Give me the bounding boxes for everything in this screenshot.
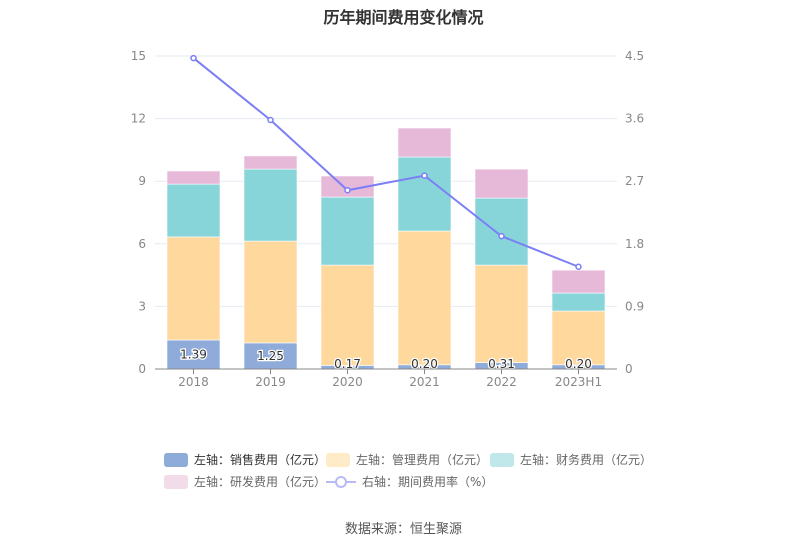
bar-data-label: 0.31 [488, 357, 515, 371]
bar-segment [243, 168, 298, 242]
line-marker-icon [326, 475, 356, 488]
x-axis-tick-label: 2019 [255, 375, 286, 389]
chart-title: 历年期间费用变化情况 [323, 8, 484, 27]
legend-item-expense-rate[interactable]: 右轴：期间费用率（%） [326, 473, 493, 490]
legend-item-rnd[interactable]: 左轴：研发费用（亿元） [164, 473, 326, 490]
right-axis-tick-label: 4.5 [625, 49, 644, 63]
left-axis-tick-label: 9 [138, 174, 146, 188]
right-axis-tick-label: 3.6 [625, 112, 644, 126]
bar-segment [320, 175, 375, 198]
bar-segment [474, 168, 529, 199]
right-axis-tick-label: 0.9 [625, 299, 644, 313]
bar-segment [166, 183, 221, 238]
left-axis-tick-label: 12 [131, 112, 146, 126]
left-axis-tick-label: 6 [138, 237, 146, 251]
left-axis-tick-label: 3 [138, 299, 146, 313]
expense-rate-point [267, 116, 274, 124]
x-axis-tick-label: 2018 [178, 375, 209, 389]
bar-segment [243, 155, 298, 170]
bar-segment [166, 339, 221, 370]
expense-rate-point [498, 232, 505, 240]
bar-data-label: 0.17 [334, 357, 361, 371]
expense-rate-point [190, 54, 197, 62]
bar-data-label: 0.20 [411, 357, 438, 371]
bar-segment [397, 156, 452, 232]
legend-swatch [164, 474, 188, 489]
x-axis-tick-label: 2022 [486, 375, 517, 389]
left-axis-tick-label: 0 [138, 362, 146, 376]
legend-label: 左轴：销售费用（亿元） [194, 453, 327, 467]
bar-segment [320, 196, 375, 266]
legend-item-finance[interactable]: 左轴：财务费用（亿元） [490, 451, 652, 468]
bar-segment [243, 240, 298, 344]
data-source: 数据来源：恒生聚源 [344, 522, 462, 537]
bar-data-label: 0.20 [565, 357, 592, 371]
x-axis-tick-label: 2020 [332, 375, 363, 389]
expense-rate-line [192, 57, 579, 268]
legend-label: 右轴：期间费用率（%） [362, 475, 494, 489]
legend-swatch [326, 452, 350, 467]
legend-item-sales[interactable]: 左轴：销售费用（亿元） [164, 451, 326, 468]
right-axis-tick-label: 2.7 [625, 174, 644, 188]
right-axis-tick-label: 1.8 [625, 237, 644, 251]
legend-label: 左轴：研发费用（亿元） [194, 475, 327, 489]
bar-segment [474, 264, 529, 363]
expense-rate-point [421, 172, 428, 179]
left-axis-tick-label: 15 [131, 49, 146, 63]
bar-segment [397, 127, 452, 158]
x-axis-tick-label: 2021 [409, 375, 440, 389]
legend-label: 左轴：管理费用（亿元） [356, 453, 489, 467]
expense-rate-point [344, 186, 351, 194]
expense-rate-point [575, 263, 582, 271]
x-axis-tick-label: 2023H1 [555, 375, 602, 389]
bar-segment [551, 310, 606, 366]
bar-data-label: 1.25 [257, 349, 284, 363]
bar-segment [166, 170, 221, 185]
bar-segment [551, 269, 606, 294]
right-axis-tick-label: 0 [625, 362, 633, 376]
bar-segment [397, 230, 452, 366]
bar-segment [474, 197, 529, 266]
legend-swatch [490, 452, 514, 467]
legend-label: 左轴：财务费用（亿元） [520, 453, 653, 467]
legend-swatch [164, 452, 188, 467]
bar-segment [166, 236, 221, 341]
legend-item-admin[interactable]: 左轴：管理费用（亿元） [326, 451, 488, 468]
bar-segment [320, 264, 375, 366]
bar-data-label: 1.39 [180, 347, 207, 361]
bar-segment [551, 292, 606, 312]
